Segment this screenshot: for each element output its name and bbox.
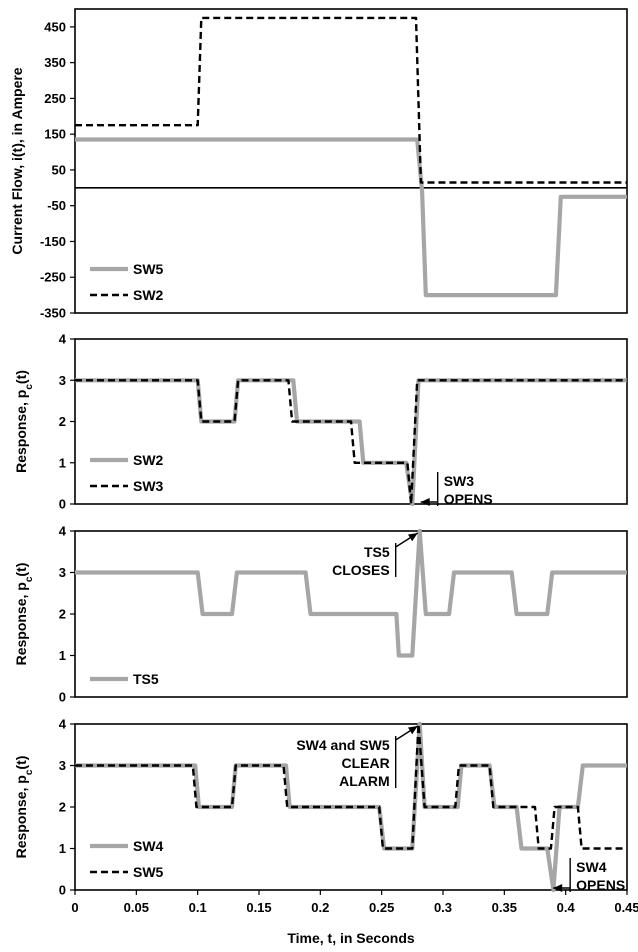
y-tick-label: 4	[59, 524, 67, 539]
x-tick-label: 0.3	[434, 900, 452, 915]
y-tick-label: 250	[44, 91, 66, 106]
x-axis: 0 0.05 0.1 0.15 0.2 0.25 0.3 0.35 0.4 0.45	[71, 890, 638, 915]
annotation-label: SW4	[576, 859, 607, 875]
annotation-label: OPENS	[576, 877, 625, 893]
y-tick-label: 4	[59, 717, 67, 732]
y-tick-label: 0	[59, 497, 66, 512]
legend-label: TS5	[133, 671, 159, 687]
annotation-arrowhead	[420, 498, 430, 506]
series-line-sw5	[75, 722, 627, 850]
annotation-arrowhead	[408, 533, 418, 542]
y-axis-title: Response, pc(t)	[13, 756, 35, 859]
legend-label: SW5	[133, 261, 164, 277]
series-line-sw5	[75, 137, 627, 298]
y-axis-title: Response, pc(t)	[13, 370, 35, 473]
y-tick-label: 450	[44, 19, 66, 34]
legend-label: SW2	[133, 452, 164, 468]
series-line-sw4	[75, 721, 627, 893]
y-tick-label: 4	[59, 332, 67, 347]
y-tick-label: 2	[59, 607, 66, 622]
y-axis-title: Response, pc(t)	[13, 563, 35, 666]
x-tick-label: 0.15	[246, 900, 271, 915]
series-line-sw2	[75, 16, 627, 184]
x-tick-label: 0.1	[189, 900, 207, 915]
y-tick-label: 3	[59, 758, 66, 773]
annotation-label: TS5	[364, 544, 390, 560]
y-axis-title: Current Flow, i(t), in Ampere	[9, 67, 25, 254]
panels: 450 350 250 150 50 -50 -150 -250 -350 Current Flo…	[9, 8, 628, 898]
legend-label: SW2	[133, 287, 164, 303]
annotation-label: ALARM	[339, 773, 390, 789]
y-tick-label: -350	[40, 306, 66, 321]
y-tick-label: 3	[59, 565, 66, 580]
chart-panel-4: 0 1 2 3 4 Response, pc(t) SW4 SW5 SW4 and SW5 CLE…	[13, 717, 628, 898]
plot-area-border	[74, 8, 628, 314]
y-tick-label: 0	[59, 883, 66, 898]
chart-panel-1: 450 350 250 150 50 -50 -150 -250 -350 Current Flo…	[9, 8, 628, 321]
annotation-label: CLOSES	[332, 562, 390, 578]
x-tick-label: 0.35	[492, 900, 517, 915]
y-tick-label: 350	[44, 55, 66, 70]
annotation-label: SW3	[444, 473, 475, 489]
y-tick-label: 3	[59, 373, 66, 388]
x-tick-label: 0.4	[557, 900, 576, 915]
y-tick-label: 0	[59, 690, 66, 705]
y-tick-label: 2	[59, 800, 66, 815]
x-tick-label: 0	[71, 900, 78, 915]
annotation-label: CLEAR	[341, 755, 389, 771]
legend-label: SW4	[133, 838, 164, 854]
x-tick-label: 0.2	[311, 900, 329, 915]
annotation-label: SW4 and SW5	[296, 737, 390, 753]
legend-label: SW3	[133, 478, 164, 494]
y-tick-label: -250	[40, 270, 66, 285]
series-line-ts5	[75, 528, 627, 658]
chart-panel-3: 0 1 2 3 4 Response, pc(t) TS5 TS5 CLOSES	[13, 524, 628, 705]
y-tick-label: 150	[44, 127, 66, 142]
x-axis-title: Time, t, in Seconds	[287, 930, 415, 946]
x-tick-label: 0.05	[124, 900, 149, 915]
x-tick-label: 0.45	[614, 900, 638, 915]
y-tick-label: 50	[52, 162, 66, 177]
annotation-arrowhead	[553, 884, 563, 892]
annotation-arrowhead	[408, 726, 418, 735]
y-tick-label: 1	[59, 455, 66, 470]
x-tick-label: 0.25	[369, 900, 394, 915]
y-tick-label: 1	[59, 648, 66, 663]
series-line-sw3	[75, 379, 627, 506]
y-tick-label: -50	[47, 198, 66, 213]
chart-panel-2: 0 1 2 3 4 Response, pc(t) SW2 SW3 SW3 OPENS	[13, 332, 628, 512]
legend-label: SW5	[133, 864, 164, 880]
annotation-label: OPENS	[444, 491, 493, 507]
y-tick-label: 2	[59, 414, 66, 429]
y-tick-label: 1	[59, 841, 66, 856]
y-tick-label: -150	[40, 234, 66, 249]
